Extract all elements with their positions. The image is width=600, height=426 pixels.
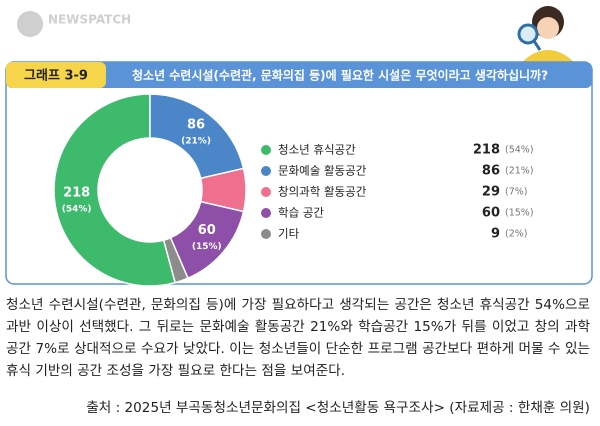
source: 출처 : 2025년 부곡동청소년문화의집 <청소년활동 욕구조사> (자료제공… <box>86 400 590 416</box>
legend-label: 기타 <box>278 227 300 241</box>
legend-share: (7%) <box>505 187 527 198</box>
legend-dot <box>261 187 271 197</box>
legend-dot <box>261 229 271 239</box>
legend-share: (21%) <box>505 166 534 177</box>
legend-share: (15%) <box>505 208 534 219</box>
body-text: 청소년 수련시설(수련관, 문화의집 등)에 가장 필요하다고 생각되는 공간은… <box>6 297 591 379</box>
legend-label: 학습 공간 <box>278 206 324 220</box>
slice-value: 218 <box>63 185 90 200</box>
legend-dot <box>261 166 271 176</box>
legend-dot <box>261 145 271 155</box>
badge <box>6 62 106 88</box>
illustration <box>517 6 574 62</box>
slice <box>53 93 177 287</box>
legend-label: 문화예술 활동공간 <box>278 164 367 178</box>
legend-value: 218 <box>473 143 500 158</box>
slice-value: 60 <box>198 223 216 238</box>
legend-value: 29 <box>482 185 500 200</box>
slice <box>162 236 189 284</box>
chart: NEWSPATCH 그래프 3-9 청소년 수련시설(수련관, 문화의집 등)에… <box>5 6 593 287</box>
title-bar <box>6 62 592 88</box>
legend-share: (2%) <box>505 229 527 240</box>
legend-value: 60 <box>482 206 500 221</box>
legend-share: (54%) <box>505 145 534 156</box>
slice-share: (15%) <box>192 242 222 252</box>
logo-icon <box>17 11 43 37</box>
legend-value: 9 <box>491 227 500 242</box>
chart-title: 청소년 수련시설(수련관, 문화의집 등)에 필요한 시설은 무엇이라고 생각하… <box>132 68 548 83</box>
slice-share: (54%) <box>62 204 92 214</box>
legend-label: 창의과학 활동공간 <box>278 185 367 199</box>
figure-label: 그래프 3-9 <box>24 69 88 84</box>
legend-value: 86 <box>482 164 500 179</box>
watermark: NEWSPATCH <box>48 13 131 27</box>
logo: NEWSPATCH <box>17 11 131 37</box>
legend-dot <box>261 208 271 218</box>
slice-value: 86 <box>187 118 205 133</box>
slice-share: (21%) <box>181 137 211 147</box>
legend-label: 청소년 휴식공간 <box>278 143 356 157</box>
